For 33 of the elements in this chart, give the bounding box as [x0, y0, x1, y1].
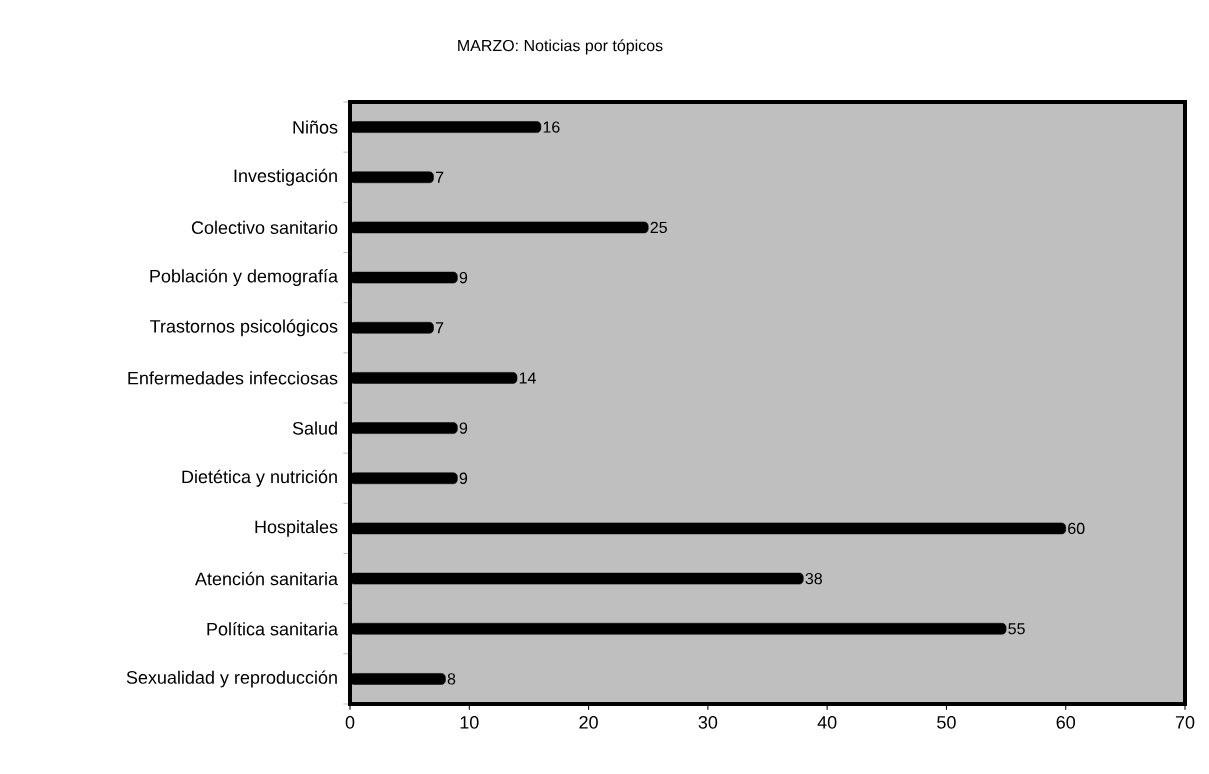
x-tick-label: 20	[579, 715, 598, 729]
x-tick-label: 30	[698, 715, 718, 729]
data-label: 25	[650, 221, 667, 234]
x-tick-label: 60	[1056, 715, 1076, 729]
data-label: 8	[447, 673, 456, 685]
data-label: 60	[1068, 522, 1085, 535]
y-tick-label: Salud	[292, 421, 337, 435]
y-tick-label: Trastornos psicológicos	[150, 319, 338, 337]
y-tick-label: Atención sanitaria	[195, 571, 339, 586]
data-label: 55	[1008, 623, 1025, 635]
x-tick-label: 10	[460, 715, 479, 729]
chart-title: MARZO: Noticias por tópicos	[458, 39, 663, 55]
data-label: 9	[459, 422, 468, 434]
x-tick-label: 0	[345, 715, 355, 729]
y-tick-label: Hospitales	[255, 520, 338, 537]
data-label: 7	[435, 171, 444, 183]
y-tick-label: Enfermedades infecciosas	[128, 371, 338, 385]
y-tick-label: Sexualidad y reproducción	[126, 670, 337, 688]
y-tick-label: Política sanitaria	[207, 622, 339, 636]
x-tick-label: 50	[937, 715, 956, 729]
data-label: 7	[435, 322, 444, 334]
y-tick-label: Dietética y nutrición	[182, 469, 337, 487]
y-tick-label: Colectivo sanitario	[191, 220, 338, 235]
x-tick-label: 70	[1175, 715, 1195, 729]
y-tick-label: Población y demografía	[150, 269, 339, 287]
y-tick-label: Investigación	[234, 168, 337, 186]
data-label: 14	[519, 372, 536, 384]
data-label: 9	[459, 472, 468, 484]
data-label: 16	[543, 121, 560, 133]
data-label: 9	[459, 271, 468, 284]
data-label: 38	[805, 572, 822, 585]
y-tick-label: Niños	[293, 120, 338, 134]
x-tick-label: 40	[817, 715, 837, 729]
